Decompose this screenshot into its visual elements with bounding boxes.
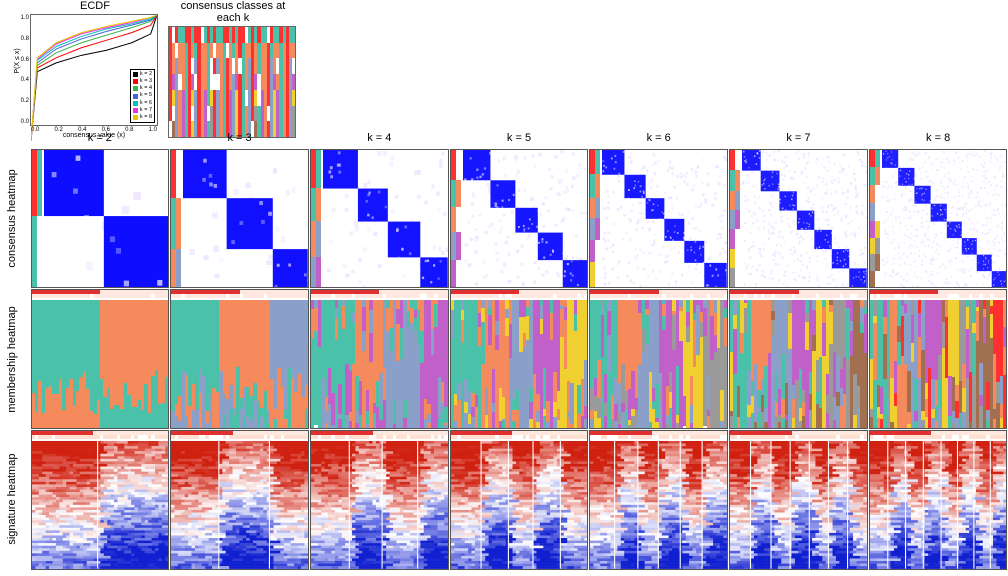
cell-consensus-heatmap-k4 [310, 149, 449, 289]
cell-signature-heatmap-k5 [450, 430, 589, 570]
ecdf-plot: 1.00.80.60.40.20.0 0.00.20.40.60.81.0 P(… [30, 14, 158, 126]
row-label-2: signature heatmap [0, 429, 30, 570]
row-label-1: membership heatmap [0, 289, 30, 430]
heatmap-grid: k = 2k = 3k = 4k = 5k = 6k = 7k = 8conse… [0, 130, 1008, 570]
cell-membership-heatmap-k8 [869, 289, 1008, 429]
cc-plot [168, 26, 296, 138]
col-header-k5: k = 5 [449, 130, 589, 148]
consensus-classes-panel: consensus classes at each k [168, 0, 298, 130]
cell-signature-heatmap-k8 [869, 430, 1008, 570]
cell-signature-heatmap-k3 [170, 430, 309, 570]
cell-consensus-heatmap-k3 [170, 149, 309, 289]
ecdf-legend: k = 2k = 3k = 4k = 5k = 6k = 7k = 8 [130, 69, 155, 123]
top-row: ECDF 1.00.80.60.40.20.0 0.00.20.40.60.81… [30, 0, 1008, 130]
cell-membership-heatmap-k6 [589, 289, 728, 429]
col-header-k3: k = 3 [170, 130, 310, 148]
cell-consensus-heatmap-k8 [869, 149, 1008, 289]
cell-signature-heatmap-k4 [310, 430, 449, 570]
cell-consensus-heatmap-k7 [729, 149, 868, 289]
cell-consensus-heatmap-k6 [589, 149, 728, 289]
cell-membership-heatmap-k3 [170, 289, 309, 429]
col-header-k4: k = 4 [309, 130, 449, 148]
cell-membership-heatmap-k7 [729, 289, 868, 429]
cell-consensus-heatmap-k5 [450, 149, 589, 289]
ecdf-title: ECDF [30, 0, 160, 12]
cell-signature-heatmap-k7 [729, 430, 868, 570]
cell-consensus-heatmap-k2 [31, 149, 170, 289]
cell-signature-heatmap-k2 [31, 430, 170, 570]
col-header-k8: k = 8 [868, 130, 1008, 148]
row-label-0: consensus heatmap [0, 148, 30, 289]
cc-title: consensus classes at each k [168, 0, 298, 24]
ecdf-xlabel: consensus value (x) [31, 132, 157, 139]
cell-signature-heatmap-k6 [589, 430, 728, 570]
col-header-k6: k = 6 [589, 130, 729, 148]
ecdf-panel: ECDF 1.00.80.60.40.20.0 0.00.20.40.60.81… [30, 0, 160, 130]
cell-membership-heatmap-k4 [310, 289, 449, 429]
cell-membership-heatmap-k2 [31, 289, 170, 429]
cell-membership-heatmap-k5 [450, 289, 589, 429]
col-header-k7: k = 7 [729, 130, 869, 148]
ecdf-ylabel: P(X ≤ x) [14, 48, 21, 73]
